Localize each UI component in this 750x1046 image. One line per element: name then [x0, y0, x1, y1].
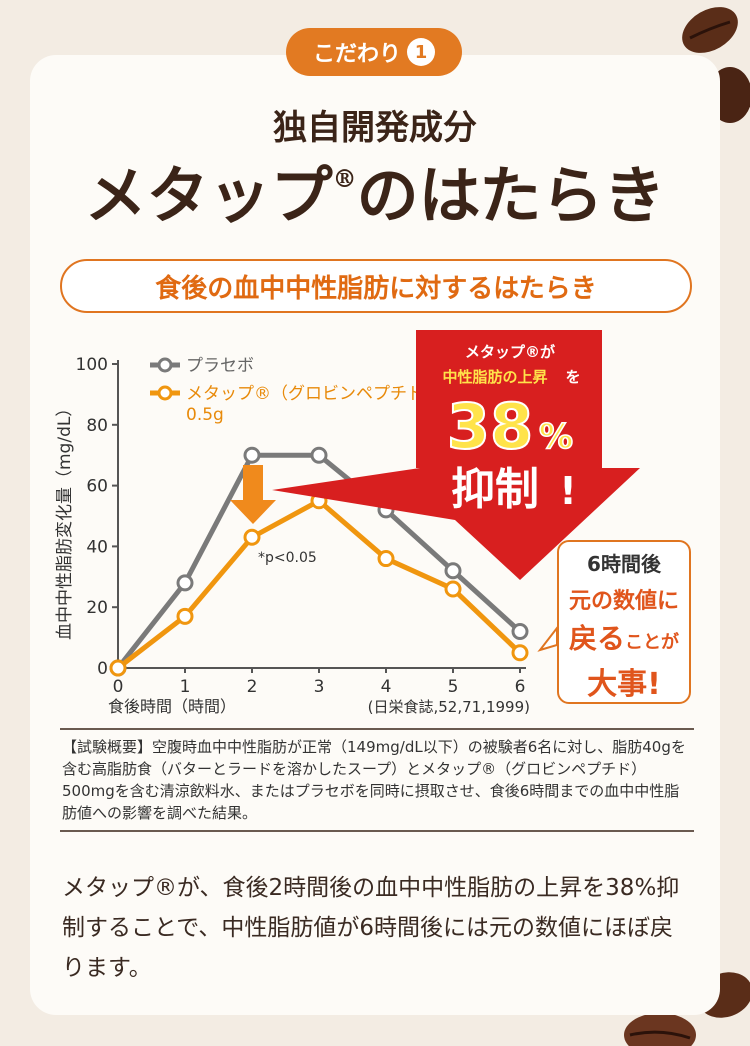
- series-point-1: [511, 644, 529, 662]
- y-tick-label: 100: [76, 355, 108, 375]
- y-tick-label: 40: [86, 537, 108, 557]
- chart-subtitle: 食後の血中中性脂肪に対するはたらき: [60, 259, 692, 313]
- y-tick-label: 80: [86, 416, 108, 436]
- feature-badge: こだわり 1: [286, 28, 462, 76]
- callout-line2: 元の数値に: [568, 589, 679, 614]
- banner-percent: 38: [447, 390, 533, 463]
- badge-number: 1: [407, 38, 435, 66]
- banner-exclaim: !: [559, 469, 576, 513]
- x-tick-label: 5: [448, 677, 459, 697]
- series-point-1: [243, 528, 261, 546]
- callout-box: 6時間後 元の数値に 戻ることが 大事!: [557, 540, 691, 704]
- series-point-1: [444, 580, 462, 598]
- badge-label: こだわり: [312, 42, 401, 67]
- series-point-0: [243, 446, 261, 464]
- y-tick-label: 0: [97, 659, 108, 679]
- series-point-0: [444, 562, 462, 580]
- source-citation: (日栄食誌,52,71,1999): [368, 698, 530, 716]
- legend-metapp-marker: [157, 385, 173, 401]
- significance-label: *p<0.05: [258, 550, 317, 566]
- callout-line3b: ことが: [625, 632, 679, 653]
- study-note: 【試験概要】空腹時血中中性脂肪が正常（149mg/dL以下）の被験者6名に対し、…: [60, 728, 694, 832]
- line-chart: 0 20 40 60 80 100 0 1 2 3 4 5 6 プラセボ メタップ®（グロビンペプチド）…: [76, 330, 640, 716]
- x-tick-label: 0: [113, 677, 124, 697]
- callout-line3a: 戻る: [568, 622, 625, 655]
- decrease-arrow-icon: [230, 465, 276, 524]
- banner-percent-unit: %: [539, 417, 573, 457]
- x-tick-label: 1: [180, 677, 191, 697]
- x-tick-label: 3: [314, 677, 325, 697]
- banner-line1: メタップ®が: [465, 343, 556, 361]
- result-banner: メタップ®が 中性脂肪の上昇 を 38 % 抑制 !: [272, 330, 640, 580]
- banner-line2a: 中性脂肪の上昇: [442, 368, 547, 386]
- heading-line1: 独自開発成分: [273, 108, 477, 148]
- x-tick-label: 6: [515, 677, 526, 697]
- series-point-1: [176, 607, 194, 625]
- registered-mark: ®: [332, 164, 357, 193]
- content-card: [30, 55, 720, 1015]
- callout-pointer: [537, 625, 558, 652]
- legend-placebo-marker: [157, 357, 173, 373]
- callout-line4: 大事!: [587, 667, 661, 702]
- series-point-1: [109, 659, 127, 677]
- heading-line2: メタップ®のはたらき: [0, 145, 750, 235]
- heading-product: メタップ: [84, 159, 333, 232]
- x-tick-label: 2: [247, 677, 258, 697]
- callout-line1: 6時間後: [587, 552, 661, 576]
- legend-placebo-label: プラセボ: [186, 356, 254, 376]
- series-point-0: [511, 623, 529, 641]
- callout-line3: 戻ることが: [559, 617, 689, 657]
- x-tick-label: 4: [381, 677, 392, 697]
- legend-metapp-label: メタップ®（グロビンペプチド）: [186, 384, 441, 404]
- series-point-1: [377, 550, 395, 568]
- legend-metapp-dose: 0.5g: [186, 405, 224, 425]
- heading-tail: のはたらき: [356, 159, 666, 232]
- summary-text: メタップ®が、食後2時間後の血中中性脂肪の上昇を38%抑制することで、中性脂肪値…: [62, 875, 680, 981]
- x-axis-label: 食後時間（時間）: [108, 697, 236, 716]
- banner-line2b: を: [565, 368, 580, 386]
- series-point-0: [310, 446, 328, 464]
- banner-action: 抑制: [451, 464, 539, 515]
- y-tick-label: 60: [86, 477, 108, 497]
- y-tick-label: 20: [86, 598, 108, 618]
- series-point-0: [176, 574, 194, 592]
